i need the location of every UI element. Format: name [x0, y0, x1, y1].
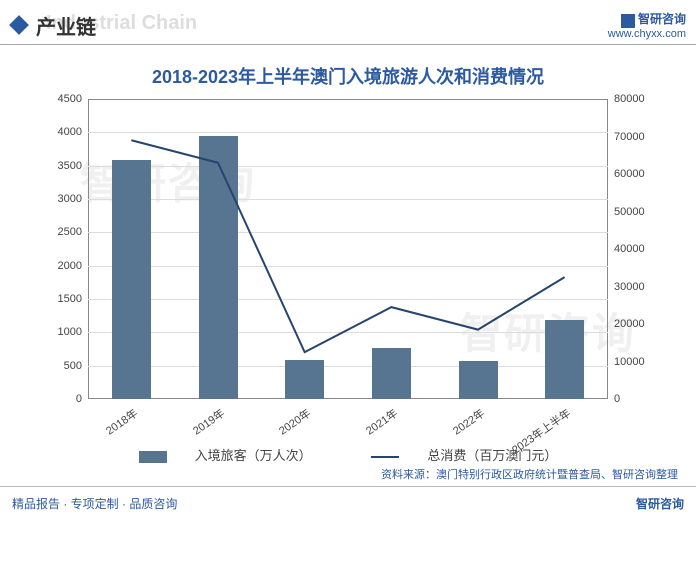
- brand-cn: 智研咨询: [638, 12, 686, 26]
- bar-swatch-icon: [139, 451, 167, 463]
- y-left-tick: 1500: [58, 293, 82, 305]
- brand-logo-icon: [621, 14, 635, 28]
- y-right-tick: 60000: [614, 168, 645, 180]
- data-source: 资料来源：澳门特别行政区政府统计暨普查局、智研咨询整理: [0, 464, 696, 482]
- plot-area: 0500100015002000250030003500400045000100…: [88, 99, 608, 399]
- y-right-tick: 70000: [614, 131, 645, 143]
- y-right-tick: 20000: [614, 318, 645, 330]
- x-tick-label: 2018年: [102, 405, 140, 438]
- x-tick-label: 2019年: [189, 405, 227, 438]
- x-tick-label: 2020年: [276, 405, 314, 438]
- legend-line-label: 总消费（百万澳门元）: [427, 448, 557, 463]
- y-left-tick: 2000: [58, 260, 82, 272]
- footer: 精品报告 · 专项定制 · 品质咨询 智研咨询: [0, 486, 696, 520]
- y-left-tick: 3000: [58, 193, 82, 205]
- y-left-tick: 3500: [58, 160, 82, 172]
- y-right-tick: 10000: [614, 356, 645, 368]
- x-tick-label: 2022年: [449, 405, 487, 438]
- y-left-tick: 500: [64, 360, 82, 372]
- y-right-tick: 40000: [614, 243, 645, 255]
- y-right-tick: 0: [614, 393, 620, 405]
- line-series: [88, 99, 608, 399]
- x-tick-label: 2021年: [362, 405, 400, 438]
- brand-url: www.chyxx.com: [608, 28, 686, 40]
- legend-line: 总消费（百万澳门元）: [357, 448, 571, 463]
- y-left-tick: 4000: [58, 126, 82, 138]
- footer-left: 精品报告 · 专项定制 · 品质咨询: [12, 495, 177, 512]
- chart-title: 2018-2023年上半年澳门入境旅游人次和消费情况: [0, 63, 696, 89]
- legend: 入境旅客（万人次） 总消费（百万澳门元）: [0, 445, 696, 464]
- header: Industrial Chain 产业链 智研咨询 www.chyxx.com: [0, 0, 696, 45]
- y-left-tick: 0: [76, 393, 82, 405]
- y-left-tick: 2500: [58, 226, 82, 238]
- y-right-tick: 30000: [614, 281, 645, 293]
- line-swatch-icon: [371, 456, 399, 458]
- section-title: 产业链: [36, 11, 96, 40]
- footer-right: 智研咨询: [636, 495, 684, 512]
- legend-bar: 入境旅客（万人次）: [125, 448, 326, 463]
- y-right-tick: 50000: [614, 206, 645, 218]
- brand-block: 智研咨询 www.chyxx.com: [608, 10, 686, 39]
- y-right-tick: 80000: [614, 93, 645, 105]
- legend-bar-label: 入境旅客（万人次）: [195, 448, 312, 463]
- combo-chart: 0500100015002000250030003500400045000100…: [38, 99, 658, 439]
- y-left-tick: 4500: [58, 93, 82, 105]
- diamond-icon: [9, 15, 29, 35]
- x-axis-labels: 2018年2019年2020年2021年2022年2023年上半年: [88, 403, 608, 439]
- y-left-tick: 1000: [58, 326, 82, 338]
